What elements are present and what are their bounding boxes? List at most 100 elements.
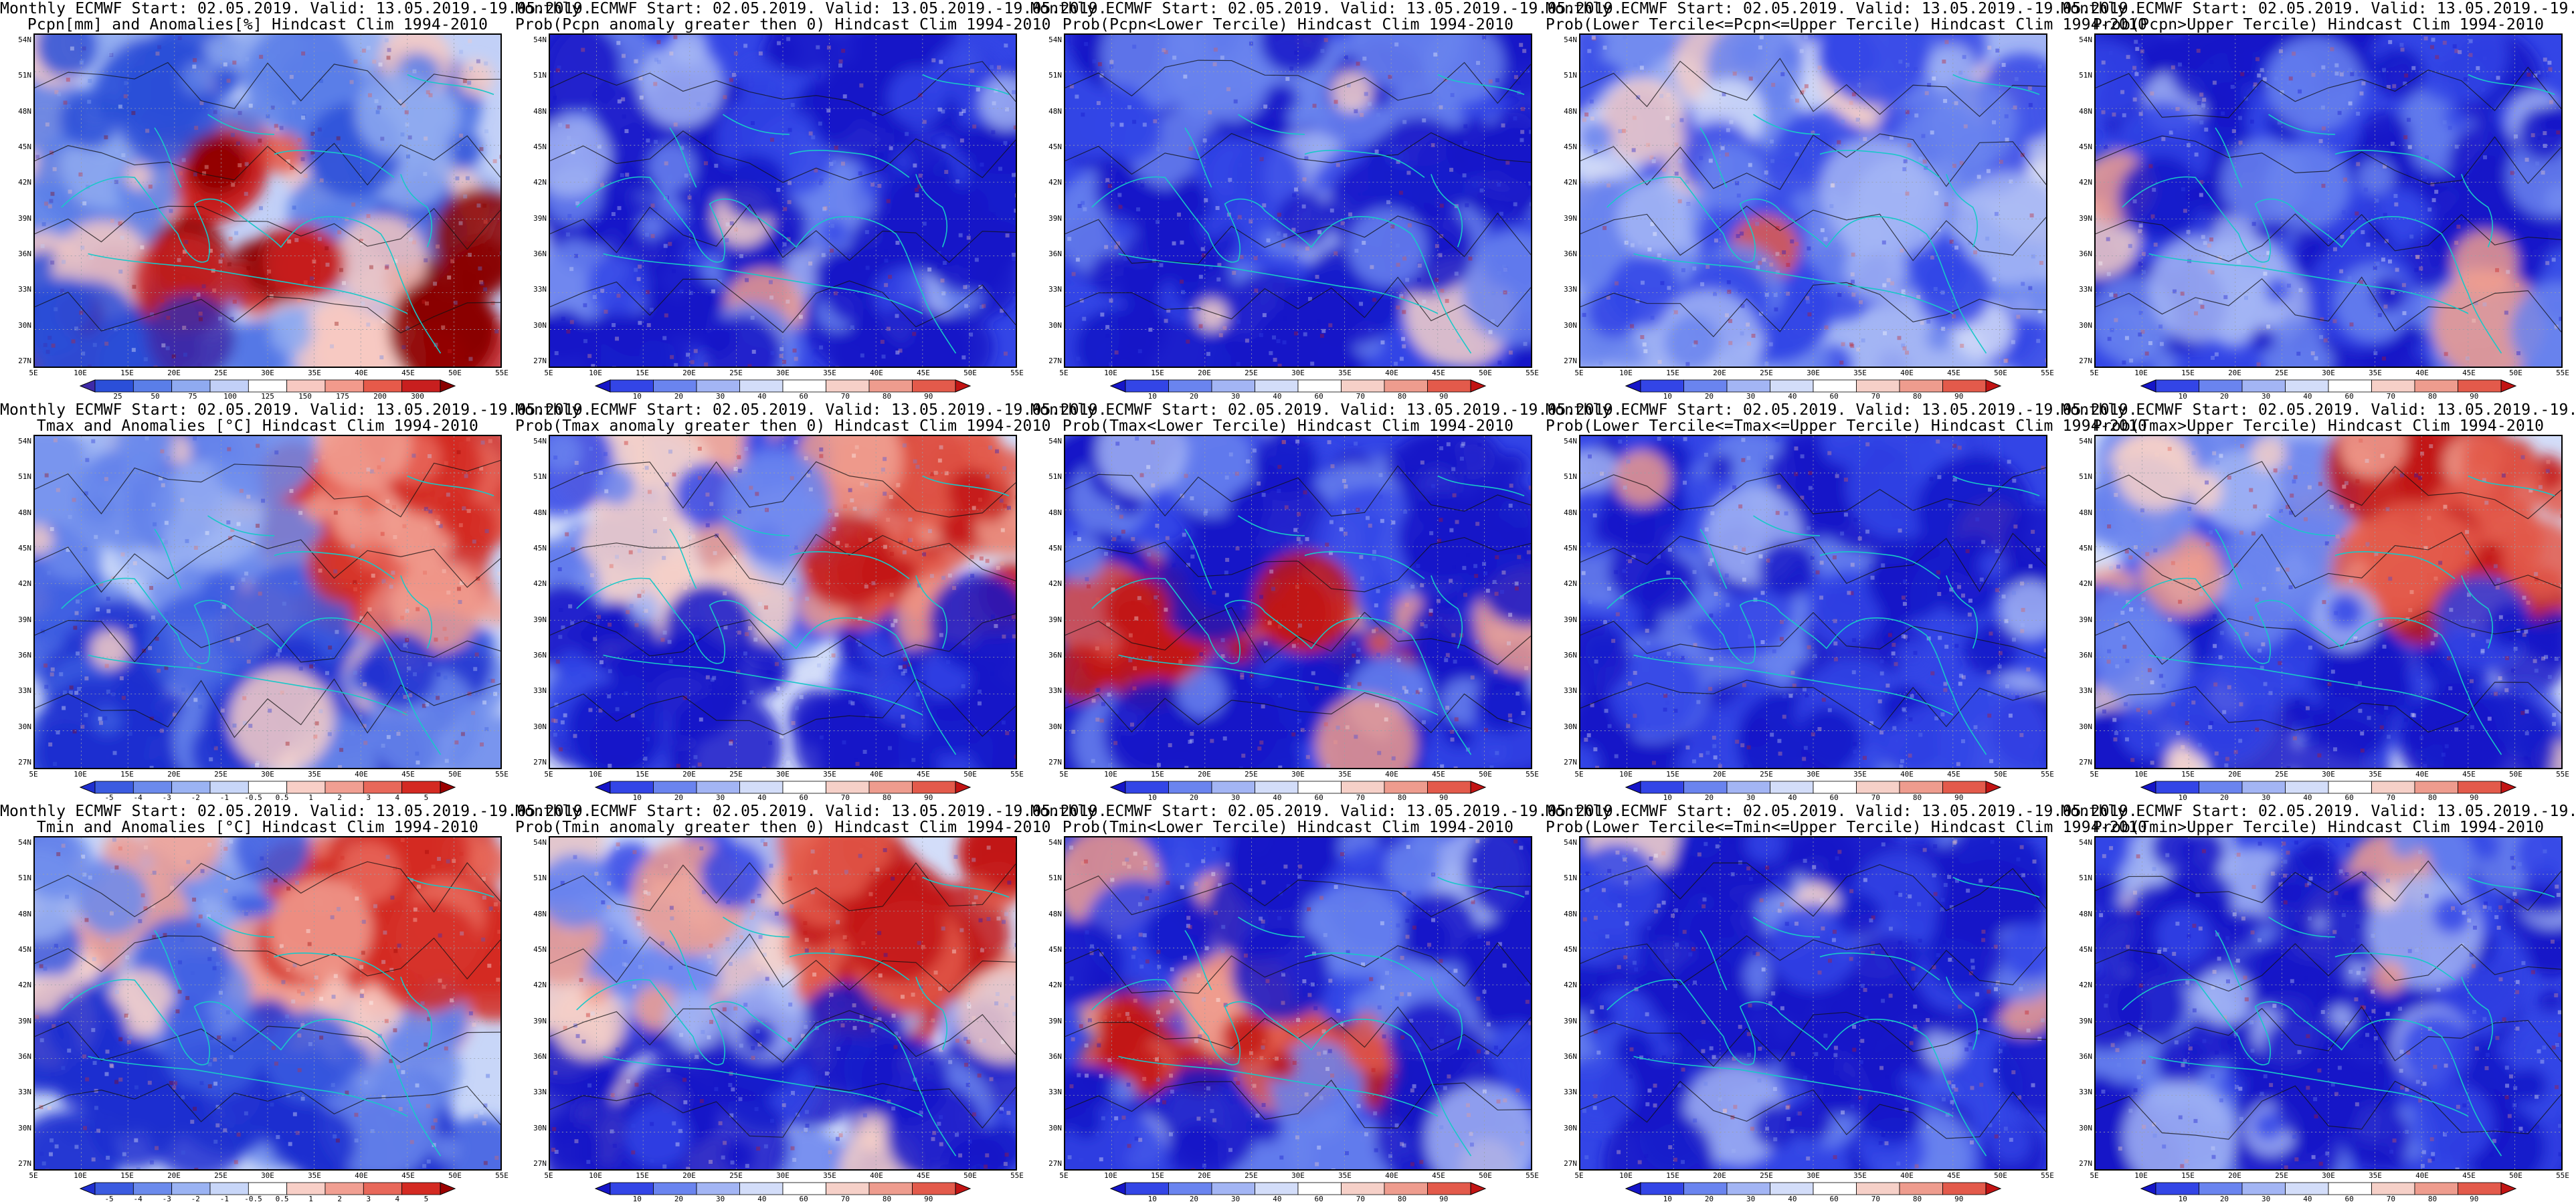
colorbar-tick-label: 30 — [1746, 392, 1756, 401]
colorbar-tick-label: 5 — [424, 793, 429, 802]
map-field — [1580, 436, 2046, 768]
longitude-label: 50E — [1479, 770, 1492, 779]
longitude-label: 40E — [1900, 1171, 1914, 1180]
panel-title-line-1: Monthly ECMWF Start: 02.05.2019. Valid: … — [2061, 401, 2576, 419]
panel-title-line-1: Monthly ECMWF Start: 02.05.2019. Valid: … — [1030, 803, 1623, 820]
latitude-label: 45N — [2079, 544, 2092, 553]
longitude-label: 45E — [2462, 369, 2476, 377]
longitude-label: 55E — [1526, 770, 1539, 779]
latitude-label: 36N — [1048, 1052, 1062, 1061]
latitude-label: 48N — [18, 909, 31, 918]
map-field — [550, 837, 1016, 1169]
panel-title-line-1: Monthly ECMWF Start: 02.05.2019. Valid: … — [515, 0, 1107, 17]
latitude-label: 45N — [18, 142, 31, 151]
longitude-label: 50E — [448, 369, 462, 377]
longitude-label: 35E — [823, 369, 836, 377]
longitude-label: 30E — [1291, 770, 1305, 779]
latitude-label: 51N — [18, 71, 31, 80]
colorbar-tick-label: 20 — [1704, 1195, 1714, 1203]
longitude-label: 50E — [1994, 369, 2007, 377]
longitude-label: 45E — [2462, 770, 2476, 779]
forecast-panel: Monthly ECMWF Start: 02.05.2019. Valid: … — [0, 803, 592, 1204]
longitude-label: 25E — [1245, 369, 1258, 377]
longitude-label: 30E — [776, 1171, 790, 1180]
longitude-label: 35E — [308, 770, 321, 779]
latitude-label: 51N — [1564, 472, 1577, 482]
colorbar-tick-label: 80 — [2427, 793, 2437, 802]
longitude-label: 55E — [1010, 369, 1024, 377]
latitude-label: 42N — [18, 579, 31, 589]
colorbar-tick-label: -0.5 — [244, 1195, 262, 1203]
latitude-label: 48N — [1564, 508, 1577, 517]
latitude-label: 51N — [533, 874, 547, 883]
latitude-label: 36N — [18, 1052, 31, 1061]
forecast-panel: Monthly ECMWF Start: 02.05.2019. Valid: … — [1546, 803, 2147, 1204]
colorbar-tick-label: 90 — [1954, 1195, 1964, 1203]
latitude-label: 39N — [2079, 1016, 2092, 1025]
colorbar-tick-label: 30 — [716, 392, 725, 401]
colorbar-tick-label: 5 — [424, 1195, 429, 1203]
longitude-label: 5E — [1574, 1171, 1584, 1180]
colorbar-tick-label: 40 — [2303, 793, 2312, 802]
colorbar-tick-label: -5 — [104, 793, 114, 802]
latitude-label: 30N — [1564, 722, 1577, 731]
colorbar-tick-label: 80 — [882, 392, 892, 401]
colorbar-tick-label: 80 — [1912, 1195, 1922, 1203]
latitude-label: 42N — [1564, 579, 1577, 589]
longitude-label: 5E — [544, 1171, 553, 1180]
colorbar-tick-label: 10 — [632, 1195, 642, 1203]
colorbar-tick-label: 70 — [1871, 793, 1880, 802]
colorbar-tick-label: 70 — [1356, 793, 1365, 802]
longitude-label: 40E — [355, 369, 368, 377]
panel-title-line-1: Monthly ECMWF Start: 02.05.2019. Valid: … — [2061, 803, 2576, 820]
latitude-label: 39N — [18, 615, 31, 624]
latitude-label: 39N — [1564, 615, 1577, 624]
latitude-label: 48N — [1564, 106, 1577, 116]
colorbar-tick-label: 10 — [1663, 392, 1672, 401]
longitude-label: 50E — [1479, 1171, 1492, 1180]
forecast-panel: Monthly ECMWF Start: 02.05.2019. Valid: … — [515, 401, 1107, 803]
colorbar-tick-label: 30 — [716, 793, 725, 802]
colorbar-tick-label: 1 — [308, 793, 313, 802]
latitude-label: 39N — [1564, 213, 1577, 223]
latitude-label: 42N — [18, 981, 31, 990]
colorbar-tick-label: 4 — [395, 793, 400, 802]
longitude-label: 15E — [1666, 1171, 1679, 1180]
latitude-label: 51N — [1564, 874, 1577, 883]
forecast-panel: Monthly ECMWF Start: 02.05.2019. Valid: … — [1546, 0, 2147, 401]
longitude-label: 25E — [214, 770, 227, 779]
latitude-label: 48N — [1048, 508, 1062, 517]
latitude-label: 51N — [18, 874, 31, 883]
longitude-label: 10E — [1104, 1171, 1117, 1180]
latitude-label: 33N — [533, 686, 547, 696]
latitude-label: 45N — [18, 945, 31, 954]
latitude-label: 39N — [1048, 615, 1062, 624]
longitude-label: 30E — [1807, 770, 1820, 779]
colorbar-tick-label: 20 — [674, 1195, 684, 1203]
longitude-label: 40E — [2415, 369, 2429, 377]
longitude-label: 35E — [1853, 770, 1867, 779]
colorbar-tick-label: 40 — [1788, 392, 1797, 401]
colorbar-tick-label: 70 — [2386, 793, 2395, 802]
colorbar-tick-label: 30 — [1231, 392, 1240, 401]
longitude-label: 25E — [1245, 1171, 1258, 1180]
longitude-label: 25E — [2275, 1171, 2288, 1180]
panel-title-line-1: Monthly ECMWF Start: 02.05.2019. Valid: … — [0, 401, 592, 419]
colorbar-tick-label: 25 — [113, 392, 122, 401]
longitude-label: 45E — [401, 770, 415, 779]
longitude-label: 30E — [776, 369, 790, 377]
longitude-label: 30E — [261, 369, 274, 377]
latitude-label: 27N — [1048, 758, 1062, 767]
forecast-panel: Monthly ECMWF Start: 02.05.2019. Valid: … — [1030, 401, 1623, 803]
longitude-label: 40E — [1900, 770, 1914, 779]
colorbar-tick-label: 70 — [840, 392, 850, 401]
colorbar — [79, 379, 456, 393]
latitude-label: 27N — [1564, 1159, 1577, 1168]
latitude-label: 42N — [1048, 178, 1062, 187]
longitude-label: 55E — [2041, 369, 2054, 377]
colorbar-tick-label: 90 — [2470, 392, 2479, 401]
latitude-label: 48N — [1564, 909, 1577, 918]
longitude-label: 5E — [1059, 770, 1069, 779]
latitude-label: 27N — [1048, 357, 1062, 365]
longitude-label: 15E — [120, 369, 134, 377]
